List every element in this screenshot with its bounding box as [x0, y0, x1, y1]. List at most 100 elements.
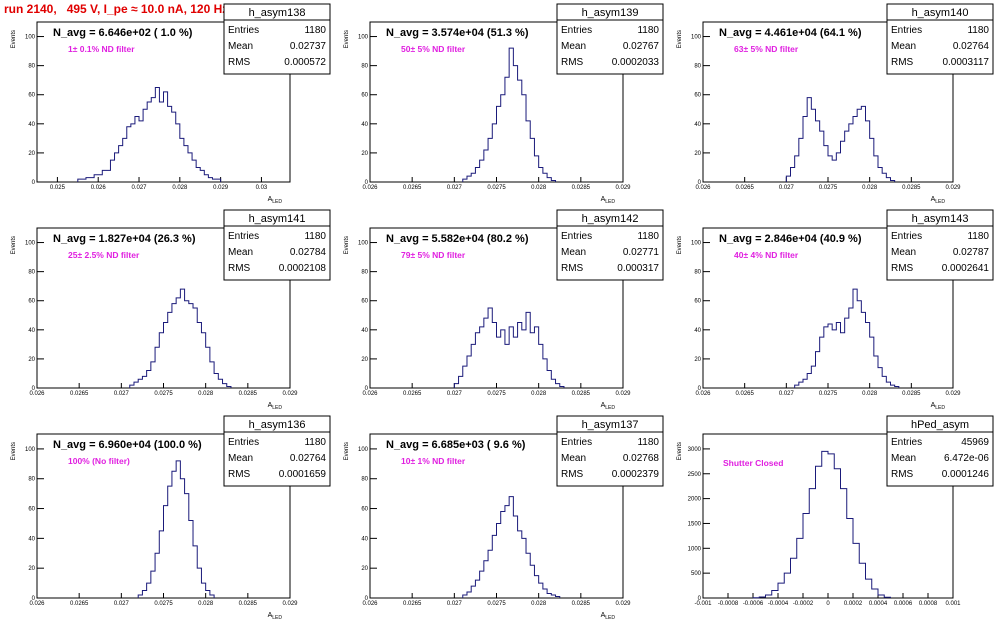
- x-tick-label: 0.027: [114, 391, 130, 397]
- x-tick-label: 0.0275: [154, 391, 173, 397]
- x-tick-label: 0.0275: [487, 601, 506, 607]
- x-tick-label: 0.027: [447, 601, 463, 607]
- x-tick-label: 0.027: [447, 185, 463, 191]
- y-tick-label: 60: [694, 93, 701, 99]
- entries-value: 1180: [304, 231, 326, 242]
- x-tick-label: 0.0265: [403, 601, 422, 607]
- y-tick-label: 100: [358, 35, 369, 41]
- stats-box: [556, 3, 664, 75]
- y-tick-label: 100: [358, 241, 369, 247]
- stats-box: [223, 3, 331, 75]
- y-tick-label: 20: [361, 566, 368, 572]
- rms-value: 0.000572: [284, 57, 326, 68]
- entries-label: Entries: [228, 25, 259, 36]
- y-tick-label: 0: [365, 180, 369, 186]
- y-tick-label: 0: [698, 180, 702, 186]
- y-tick-label: 40: [361, 536, 368, 542]
- y-tick-label: 40: [361, 328, 368, 334]
- mean-value: 0.02784: [290, 247, 327, 258]
- x-tick-label: 0.0285: [572, 185, 591, 191]
- y-tick-label: 20: [28, 151, 35, 157]
- stats-box: [223, 209, 331, 281]
- x-tick-label: -0.0002: [793, 601, 814, 607]
- x-tick-label: 0.028: [531, 185, 547, 191]
- x-tick-label: 0.028: [862, 185, 878, 191]
- rms-label: RMS: [561, 57, 584, 68]
- mean-label: Mean: [228, 41, 253, 52]
- y-tick-label: 0: [365, 386, 369, 392]
- mean-value: 0.02771: [623, 247, 660, 258]
- y-tick-label: 60: [361, 93, 368, 99]
- y-tick-label: 60: [28, 507, 35, 513]
- stats-box: [886, 209, 994, 281]
- entries-value: 1180: [637, 231, 659, 242]
- histogram-panel: 0 20 40 60 80 100 Events 0.026 0.0265 0.027 0.0275…: [677, 3, 994, 205]
- y-tick-label: 0: [698, 386, 702, 392]
- rms-label: RMS: [891, 469, 914, 480]
- x-tick-label: 0.027: [779, 391, 795, 397]
- filter-annotation: 25± 2.5% ND filter: [68, 250, 140, 260]
- y-tick-label: 40: [361, 122, 368, 128]
- x-tick-label: 0.0285: [239, 391, 258, 397]
- x-axis-label: ALED: [601, 402, 616, 411]
- y-tick-label: 80: [361, 270, 368, 276]
- histogram-line: [129, 288, 232, 388]
- x-tick-label: 0.03: [256, 185, 268, 191]
- y-tick-label: 0: [32, 180, 36, 186]
- filter-annotation: 63± 5% ND filter: [734, 44, 799, 54]
- rms-label: RMS: [228, 469, 251, 480]
- mean-value: 0.02764: [953, 41, 990, 52]
- x-tick-label: 0.027: [779, 185, 795, 191]
- mean-label: Mean: [891, 41, 916, 52]
- x-tick-label: 0.0275: [819, 185, 838, 191]
- rms-value: 0.000317: [617, 263, 659, 274]
- histogram-name: h_asym141: [249, 213, 306, 225]
- x-tick-label: 0.0008: [919, 601, 938, 607]
- panel-title: N_avg = 5.582e+04 (80.2 %): [386, 233, 529, 245]
- y-axis-label: Events: [677, 236, 683, 254]
- mean-label: Mean: [891, 247, 916, 258]
- x-axis-label: ALED: [931, 196, 946, 205]
- filter-annotation: Shutter Closed: [723, 458, 783, 468]
- y-tick-label: 20: [28, 357, 35, 363]
- x-tick-label: 0.029: [945, 391, 961, 397]
- histogram-panel: 0 20 40 60 80 100 Events 0.026 0.0265 0.027 0.0275…: [11, 415, 331, 621]
- filter-annotation: 79± 5% ND filter: [401, 250, 466, 260]
- mean-label: Mean: [891, 453, 916, 464]
- rms-label: RMS: [561, 469, 584, 480]
- y-tick-label: 100: [25, 447, 36, 453]
- rms-value: 0.0001246: [942, 469, 990, 480]
- mean-label: Mean: [228, 453, 253, 464]
- y-tick-label: 40: [694, 122, 701, 128]
- rms-value: 0.0002641: [942, 263, 990, 274]
- x-tick-label: 0.001: [945, 601, 961, 607]
- y-tick-label: 80: [361, 477, 368, 483]
- y-tick-label: 2500: [688, 472, 702, 478]
- stats-box: [556, 209, 664, 281]
- y-axis-label: Events: [11, 30, 17, 48]
- x-tick-label: 0.0285: [902, 185, 921, 191]
- x-tick-label: 0.0275: [487, 391, 506, 397]
- x-tick-label: 0.028: [862, 391, 878, 397]
- x-tick-label: 0.028: [172, 185, 188, 191]
- x-tick-label: 0.029: [615, 391, 631, 397]
- histogram-name: hPed_asym: [911, 419, 969, 431]
- x-tick-label: 0.0004: [869, 601, 888, 607]
- mean-label: Mean: [561, 41, 586, 52]
- rms-value: 0.0003117: [942, 57, 989, 68]
- histogram-panel: 0 20 40 60 80 100 Events 0.026 0.0265 0.027 0.0275…: [11, 209, 331, 411]
- y-axis-label: Events: [677, 442, 683, 460]
- entries-label: Entries: [891, 437, 922, 448]
- stats-box: [223, 415, 331, 487]
- y-axis-label: Events: [11, 236, 17, 254]
- x-tick-label: 0.026: [362, 601, 378, 607]
- x-tick-label: 0.0265: [70, 601, 89, 607]
- y-tick-label: 20: [28, 566, 35, 572]
- x-tick-label: 0.028: [531, 391, 547, 397]
- y-tick-label: 0: [365, 596, 369, 602]
- x-tick-label: 0.027: [132, 185, 148, 191]
- histogram-name: h_asym143: [912, 213, 969, 225]
- x-axis-label: ALED: [931, 402, 946, 411]
- y-tick-label: 60: [694, 299, 701, 305]
